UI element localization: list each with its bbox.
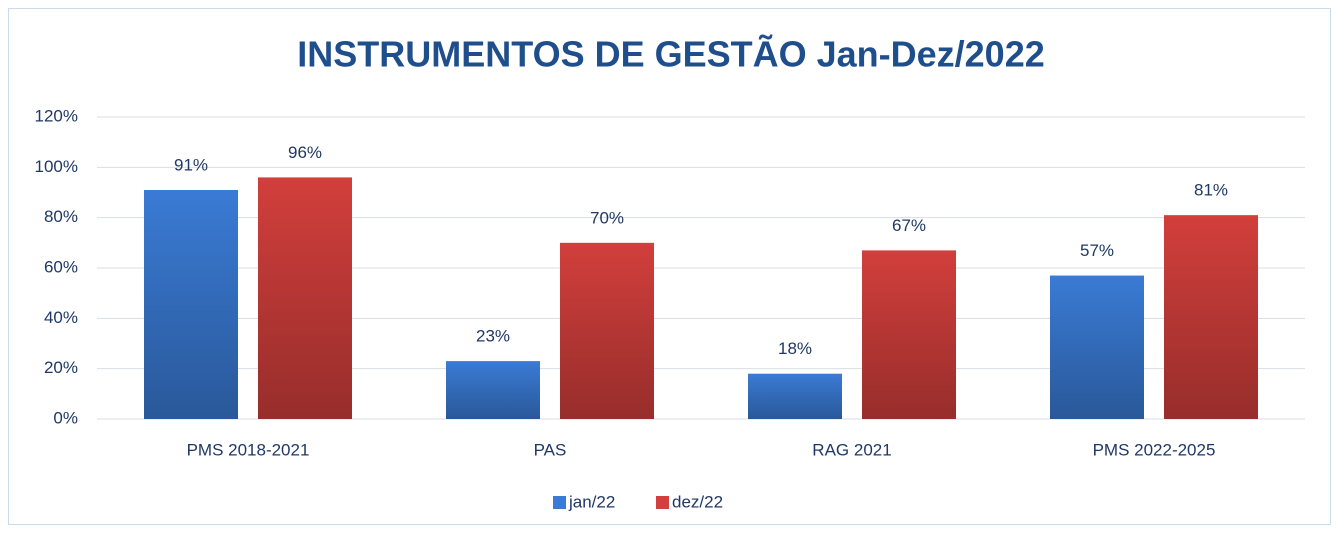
data-label: 91% [174,155,208,174]
chart-title: INSTRUMENTOS DE GESTÃO Jan-Dez/2022 [297,33,1045,75]
x-tick-label: PAS [534,440,567,459]
y-tick-label: 120% [35,106,78,125]
y-tick-label: 20% [44,358,78,377]
data-label: 70% [590,208,624,227]
legend-swatch [553,496,566,509]
data-label: 81% [1194,181,1228,200]
data-label: 96% [288,143,322,162]
y-tick-label: 80% [44,207,78,226]
data-label: 57% [1080,241,1114,260]
x-tick-label: PMS 2022-2025 [1093,440,1216,459]
bar [862,250,956,419]
data-label: 23% [476,327,510,346]
bar [748,373,842,419]
y-tick-label: 100% [35,157,78,176]
bar [446,361,540,419]
bar [560,242,654,419]
y-tick-label: 0% [53,408,78,427]
x-tick-label: PMS 2018-2021 [187,440,310,459]
y-tick-label: 40% [44,308,78,327]
data-label: 18% [778,339,812,358]
y-tick-label: 60% [44,257,78,276]
legend-label: dez/22 [672,492,723,511]
x-tick-label: RAG 2021 [812,440,891,459]
data-label: 67% [892,216,926,235]
legend-label: jan/22 [568,492,615,511]
bar [1050,275,1144,419]
bar [1164,215,1258,419]
bar [258,177,352,419]
legend-swatch [656,496,669,509]
bar [144,189,238,419]
